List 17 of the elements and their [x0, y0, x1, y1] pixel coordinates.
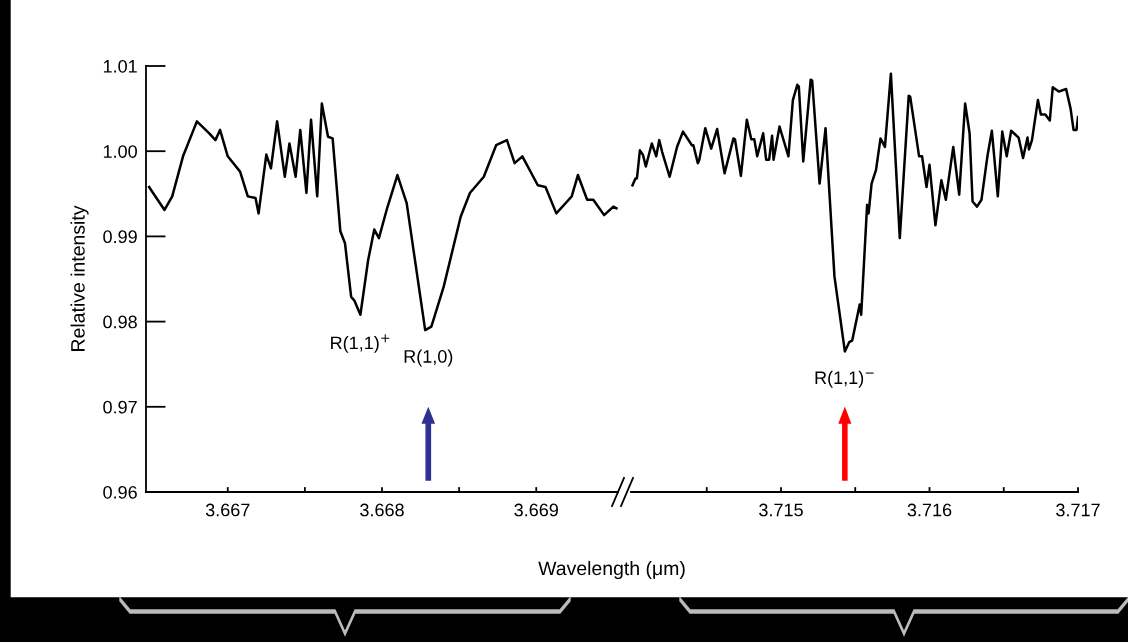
annotation: R(1,0) — [404, 349, 453, 367]
y-axis-title: Relative intensity — [70, 205, 89, 351]
x-tick-label: 3.667 — [205, 503, 250, 517]
y-tick-label: 0.99 — [103, 230, 137, 244]
y-tick-label: 1.00 — [103, 145, 137, 158]
y-tick-label: 0.97 — [103, 400, 137, 414]
x-tick-label: 3.717 — [1056, 503, 1100, 517]
x-tick-label: 3.716 — [907, 503, 952, 517]
x-tick-label: 3.668 — [360, 503, 404, 517]
annotation: R(1,1)$^{−}$ — [815, 370, 874, 388]
y-tick-label: 1.01 — [103, 59, 137, 73]
x-axis-title: Wavelength (μm) — [538, 560, 685, 580]
y-tick-label: 0.98 — [103, 315, 137, 329]
x-tick-label: 3.715 — [759, 503, 803, 517]
annotation: R(1,1)$^{+}$ — [331, 334, 390, 353]
x-tick-label: 3.669 — [514, 503, 558, 517]
y-tick-label: 0.96 — [103, 485, 137, 499]
